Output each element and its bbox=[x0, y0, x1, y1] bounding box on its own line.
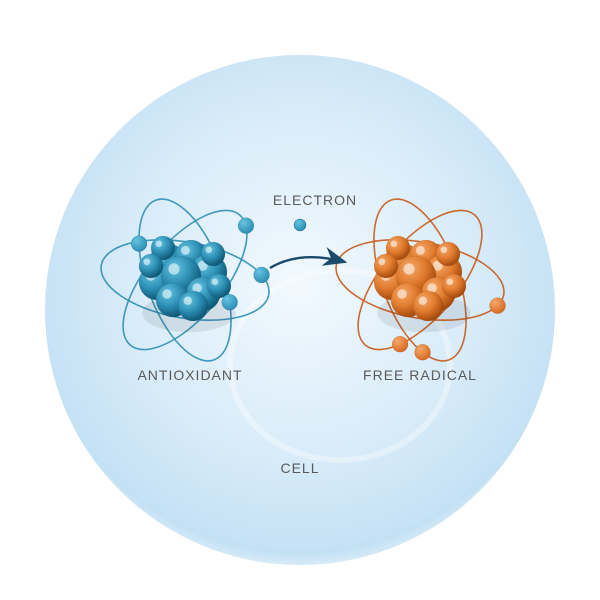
electron-transfer-arrow bbox=[270, 257, 345, 268]
electron-dot bbox=[294, 219, 306, 231]
diagram-stage: ANTIOXIDANT FREE RADICAL ELECTRON CELL bbox=[0, 0, 600, 600]
antioxidant-label: ANTIOXIDANT bbox=[137, 367, 242, 383]
cell-label: CELL bbox=[280, 460, 319, 476]
free-radical-label: FREE RADICAL bbox=[363, 367, 477, 383]
transfer-layer bbox=[0, 0, 600, 600]
electron-label: ELECTRON bbox=[273, 192, 357, 208]
